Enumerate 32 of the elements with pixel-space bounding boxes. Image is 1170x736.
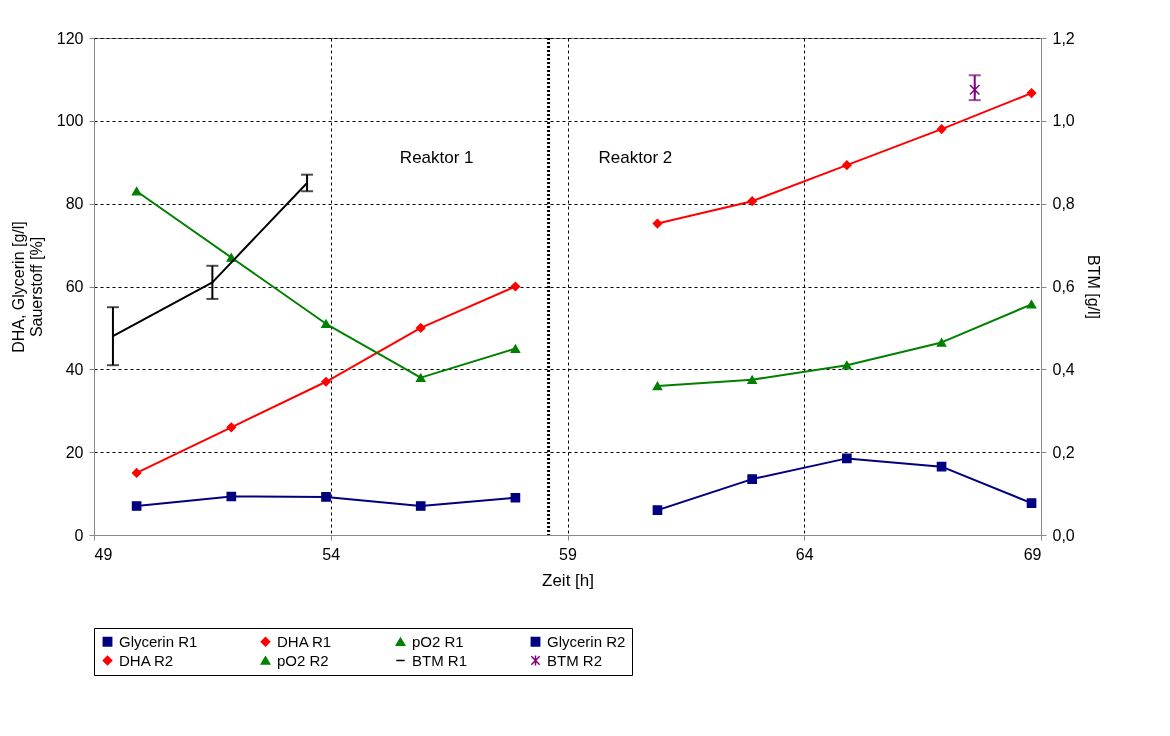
annotation: Reaktor 1 [399, 148, 474, 167]
legend-label: DHA R1 [277, 632, 332, 650]
y-tick-label: 80 [65, 195, 84, 213]
x-tick-label: 64 [795, 545, 814, 563]
y2-tick-label: 0,6 [1052, 278, 1075, 295]
y-tick-label: 20 [65, 443, 84, 461]
x-tick-label: 54 [322, 545, 341, 563]
y-tick-label: 0 [74, 526, 84, 544]
y-tick-label: 60 [65, 278, 84, 295]
y2-tick-label: 1,2 [1052, 29, 1075, 47]
x-tick-label: 69 [1023, 545, 1042, 563]
y-tick-label: 100 [56, 112, 84, 130]
legend-label: BTM R2 [547, 651, 603, 669]
y-axis-title: DHA, Glycerin [g/l] Sauerstoff [%] [9, 221, 45, 353]
y2-tick-label: 1,0 [1052, 112, 1075, 130]
y2-tick-label: 0,2 [1052, 443, 1075, 461]
legend-label: DHA R2 [119, 651, 174, 669]
y-tick-label: 120 [56, 29, 84, 47]
annotation: Reaktor 2 [598, 148, 673, 167]
legend-label: Glycerin R2 [547, 632, 626, 650]
y2-tick-label: 0,8 [1052, 195, 1075, 213]
x-tick-label: 59 [559, 545, 577, 563]
y-tick-label: 40 [65, 360, 84, 378]
legend-label: pO2 R1 [412, 632, 464, 650]
y2-axis-title: BTM [g/l] [1084, 254, 1102, 320]
x-tick-label: 49 [94, 545, 113, 563]
legend-label: BTM R1 [412, 651, 468, 669]
legend-label: pO2 R2 [277, 651, 329, 669]
y2-tick-label: 0,0 [1052, 526, 1075, 544]
x-axis-title: Zeit [h] [542, 570, 594, 590]
legend-label: Glycerin R1 [119, 632, 198, 650]
y2-tick-label: 0,4 [1052, 360, 1075, 378]
